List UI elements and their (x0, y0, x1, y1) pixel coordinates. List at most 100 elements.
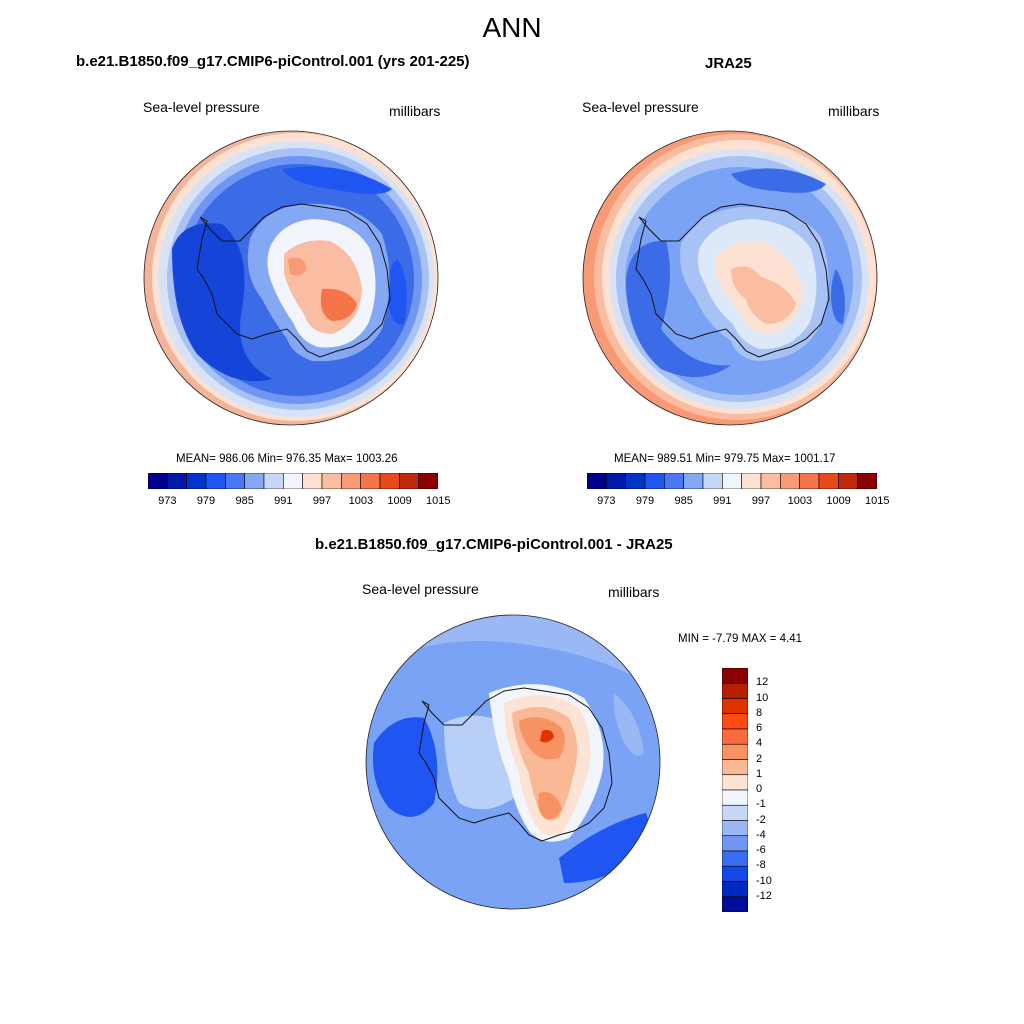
panel-model-colorbar-box (244, 473, 265, 489)
panel-model-map-border (143, 130, 439, 426)
panel-diff-colorbar-ticks: 12 10 8 6 4 2 1 0 -1 -2 -4 -6 -8 -10 -12 (754, 668, 794, 912)
panel-diff-units-label: millibars (608, 584, 660, 600)
panel-obs-colorbar-box (644, 473, 665, 489)
panel-model-colorbar-box (302, 473, 323, 489)
panel-obs-colorbar-tick-label: 1009 (826, 495, 851, 507)
panel-model-map (143, 130, 439, 426)
panel-diff-colorbar-tick-label: 6 (756, 722, 763, 734)
panel-diff-high-south (538, 792, 562, 820)
panel-model-high-west (288, 257, 307, 276)
panel-diff-colorbar-box (722, 804, 748, 821)
panel-diff-colorbar-box (722, 698, 748, 715)
panel-diff-map (365, 614, 661, 910)
panel-diff-colorbar-box (722, 759, 748, 776)
panel-diff-colorbar-box (722, 774, 748, 791)
panel-model-low-west (172, 223, 272, 382)
panel-obs-colorbar-box (722, 473, 742, 489)
panel-obs-colorbar-ticks: 973 979 985 991 997 1003 1009 1015 (587, 493, 889, 509)
panel-diff-colorbar (722, 668, 748, 912)
panel-model-colorbar-tick-label: 979 (196, 495, 216, 507)
panel-diff-colorbar-box (722, 668, 748, 684)
figure-title: ANN (482, 12, 542, 43)
panel-diff-colorbar-tick-label: 4 (756, 737, 763, 750)
panel-diff-coastline (418, 687, 613, 842)
panel-model-colorbar (148, 473, 438, 489)
panel-obs-title: JRA25 (705, 55, 752, 72)
panel-model-colorbar-tick-label: 1015 (426, 495, 451, 507)
panel-obs-colorbar-box (857, 473, 877, 489)
panel-diff-colorbar-box (722, 835, 748, 852)
panel-obs-colorbar-box (741, 473, 762, 489)
panel-model-title: b.e21.B1850.f09_g17.CMIP6-piControl.001 … (76, 53, 470, 70)
panel-model-low-east (387, 259, 407, 325)
panel-obs-map-border (582, 130, 878, 426)
panel-model-colorbar-tick-label: 991 (274, 495, 293, 507)
panel-obs-colorbar-box (780, 473, 800, 489)
panel-model-colorbar-box (360, 473, 381, 489)
panel-model-colorbar-tick-label: 1009 (387, 495, 412, 507)
panel-diff-colorbar-box (722, 881, 748, 898)
panel-diff-colorbar-box (722, 896, 748, 912)
panel-obs-colorbar-tick-label: 973 (597, 495, 616, 507)
panel-model-colorbar-box (186, 473, 207, 489)
panel-diff-title: b.e21.B1850.f09_g17.CMIP6-piControl.001 … (315, 536, 673, 553)
panel-obs-colorbar-box (702, 473, 723, 489)
panel-obs-colorbar-tick-label: 997 (751, 495, 771, 507)
panel-model-colorbar-box (263, 473, 284, 489)
panel-diff-colorbar-tick-label: -8 (756, 859, 766, 872)
panel-obs-colorbar-tick-label: 991 (713, 495, 732, 507)
panel-model-colorbar-tick-label: 997 (312, 495, 332, 507)
panel-obs-map (582, 130, 878, 426)
panel-diff-colorbar-tick-label: -4 (756, 828, 766, 841)
panel-model-colorbar-box (283, 473, 303, 489)
panel-model-colorbar-box (341, 473, 361, 489)
panel-model-colorbar-box (148, 473, 168, 489)
panel-diff-colorbar-tick-label: 1 (756, 767, 763, 780)
panel-obs-high-core (731, 266, 796, 324)
panel-diff-stats: MIN = -7.79 MAX = 4.41 (678, 633, 803, 645)
panel-obs-low-west (626, 240, 731, 378)
panel-obs-low-east (831, 269, 845, 324)
panel-obs-stats: MEAN= 989.51 Min= 979.75 Max= 1001.17 (614, 453, 836, 465)
panel-obs-colorbar-tick-label: 985 (674, 495, 693, 507)
panel-diff-colorbar-box (722, 713, 748, 730)
panel-diff-colorbar-tick-label: 8 (756, 706, 763, 719)
panel-diff-colorbar-tick-label: 2 (756, 752, 763, 765)
panel-diff-colorbar-box (722, 743, 748, 760)
panel-model-coastline (196, 203, 391, 358)
panel-diff-colorbar-tick-label: -1 (756, 798, 766, 811)
panel-diff-map-border (365, 614, 661, 910)
panel-diff-colorbar-tick-label: -6 (756, 844, 766, 856)
panel-diff-colorbar-box (722, 682, 748, 699)
panel-diff-colorbar-box (722, 728, 748, 745)
panel-obs-colorbar-box (818, 473, 839, 489)
panel-model-colorbar-tick-label: 1003 (348, 495, 374, 507)
panel-obs-colorbar-tick-label: 1003 (787, 495, 813, 507)
panel-model-units-label: millibars (389, 103, 441, 119)
panel-model-colorbar-box (167, 473, 187, 489)
panel-model-stats: MEAN= 986.06 Min= 976.35 Max= 1003.26 (176, 453, 398, 465)
panel-obs-colorbar-box (587, 473, 607, 489)
panel-diff-colorbar-box (722, 850, 748, 867)
panel-diff-colorbar-tick-label: -2 (756, 813, 766, 826)
panel-diff-colorbar-tick-label: 0 (756, 783, 763, 795)
panel-obs-colorbar-box (625, 473, 646, 489)
panel-obs-colorbar-box (664, 473, 684, 489)
panel-model-colorbar-ticks: 973 979 985 991 997 1003 1009 1015 (148, 493, 450, 509)
panel-diff-variable-label: Sea-level pressure (362, 581, 479, 597)
panel-obs-colorbar-box (606, 473, 626, 489)
panel-model-colorbar-tick-label: 985 (235, 495, 254, 507)
panel-diff-colorbar-tick-label: -12 (756, 889, 772, 902)
panel-obs-colorbar-tick-label: 979 (635, 495, 655, 507)
panel-model-colorbar-box (321, 473, 342, 489)
panel-obs-coastline (635, 203, 830, 358)
panel-obs-units-label: millibars (828, 103, 880, 119)
panel-obs-colorbar-box (683, 473, 704, 489)
panel-obs-colorbar-box (760, 473, 781, 489)
panel-obs-variable-label: Sea-level pressure (582, 99, 699, 115)
panel-obs-colorbar-tick-label: 1015 (865, 495, 890, 507)
panel-diff-colorbar-tick-label: 12 (756, 676, 769, 689)
panel-model-colorbar-tick-label: 973 (158, 495, 177, 507)
panel-model-colorbar-box (399, 473, 419, 489)
panel-diff-colorbar-tick-label: 10 (756, 691, 769, 704)
